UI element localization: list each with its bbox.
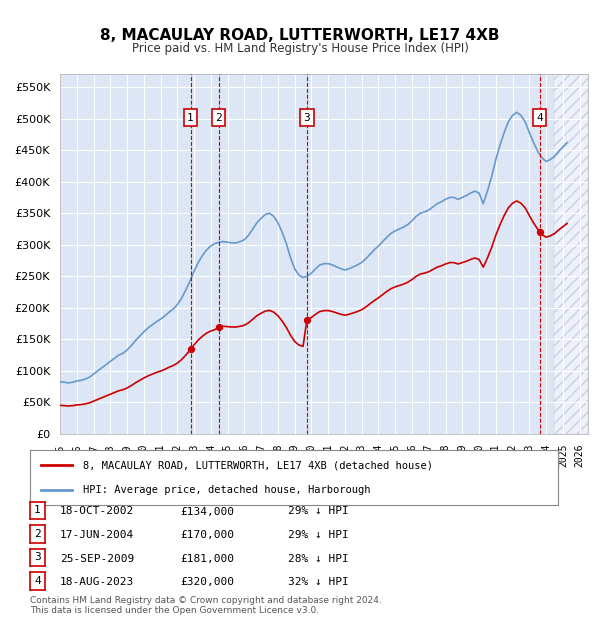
Text: 4: 4: [536, 113, 543, 123]
Text: £320,000: £320,000: [180, 577, 234, 587]
Text: HPI: Average price, detached house, Harborough: HPI: Average price, detached house, Harb…: [83, 485, 370, 495]
Text: 17-JUN-2004: 17-JUN-2004: [60, 530, 134, 540]
Point: [302, 315, 312, 325]
Text: 18-OCT-2002: 18-OCT-2002: [60, 507, 134, 516]
Point: [214, 322, 223, 332]
Text: 25-SEP-2009: 25-SEP-2009: [60, 554, 134, 564]
Text: £134,000: £134,000: [180, 507, 234, 516]
Text: 18-AUG-2023: 18-AUG-2023: [60, 577, 134, 587]
Text: 2: 2: [34, 529, 41, 539]
Text: 3: 3: [34, 552, 41, 562]
Text: 28% ↓ HPI: 28% ↓ HPI: [288, 554, 349, 564]
Text: Price paid vs. HM Land Registry's House Price Index (HPI): Price paid vs. HM Land Registry's House …: [131, 42, 469, 55]
Point: [535, 227, 545, 237]
Text: £181,000: £181,000: [180, 554, 234, 564]
Text: 8, MACAULAY ROAD, LUTTERWORTH, LE17 4XB (detached house): 8, MACAULAY ROAD, LUTTERWORTH, LE17 4XB …: [83, 460, 433, 470]
Text: 8, MACAULAY ROAD, LUTTERWORTH, LE17 4XB: 8, MACAULAY ROAD, LUTTERWORTH, LE17 4XB: [100, 28, 500, 43]
Text: 1: 1: [34, 505, 41, 515]
Text: 32% ↓ HPI: 32% ↓ HPI: [288, 577, 349, 587]
Text: 3: 3: [304, 113, 310, 123]
Text: 4: 4: [34, 576, 41, 586]
Text: 29% ↓ HPI: 29% ↓ HPI: [288, 530, 349, 540]
Text: £170,000: £170,000: [180, 530, 234, 540]
Text: 2: 2: [215, 113, 222, 123]
Point: [186, 345, 196, 355]
Bar: [554, 74, 588, 434]
Text: 29% ↓ HPI: 29% ↓ HPI: [288, 507, 349, 516]
Text: Contains HM Land Registry data © Crown copyright and database right 2024.
This d: Contains HM Land Registry data © Crown c…: [30, 596, 382, 615]
Text: 1: 1: [187, 113, 194, 123]
